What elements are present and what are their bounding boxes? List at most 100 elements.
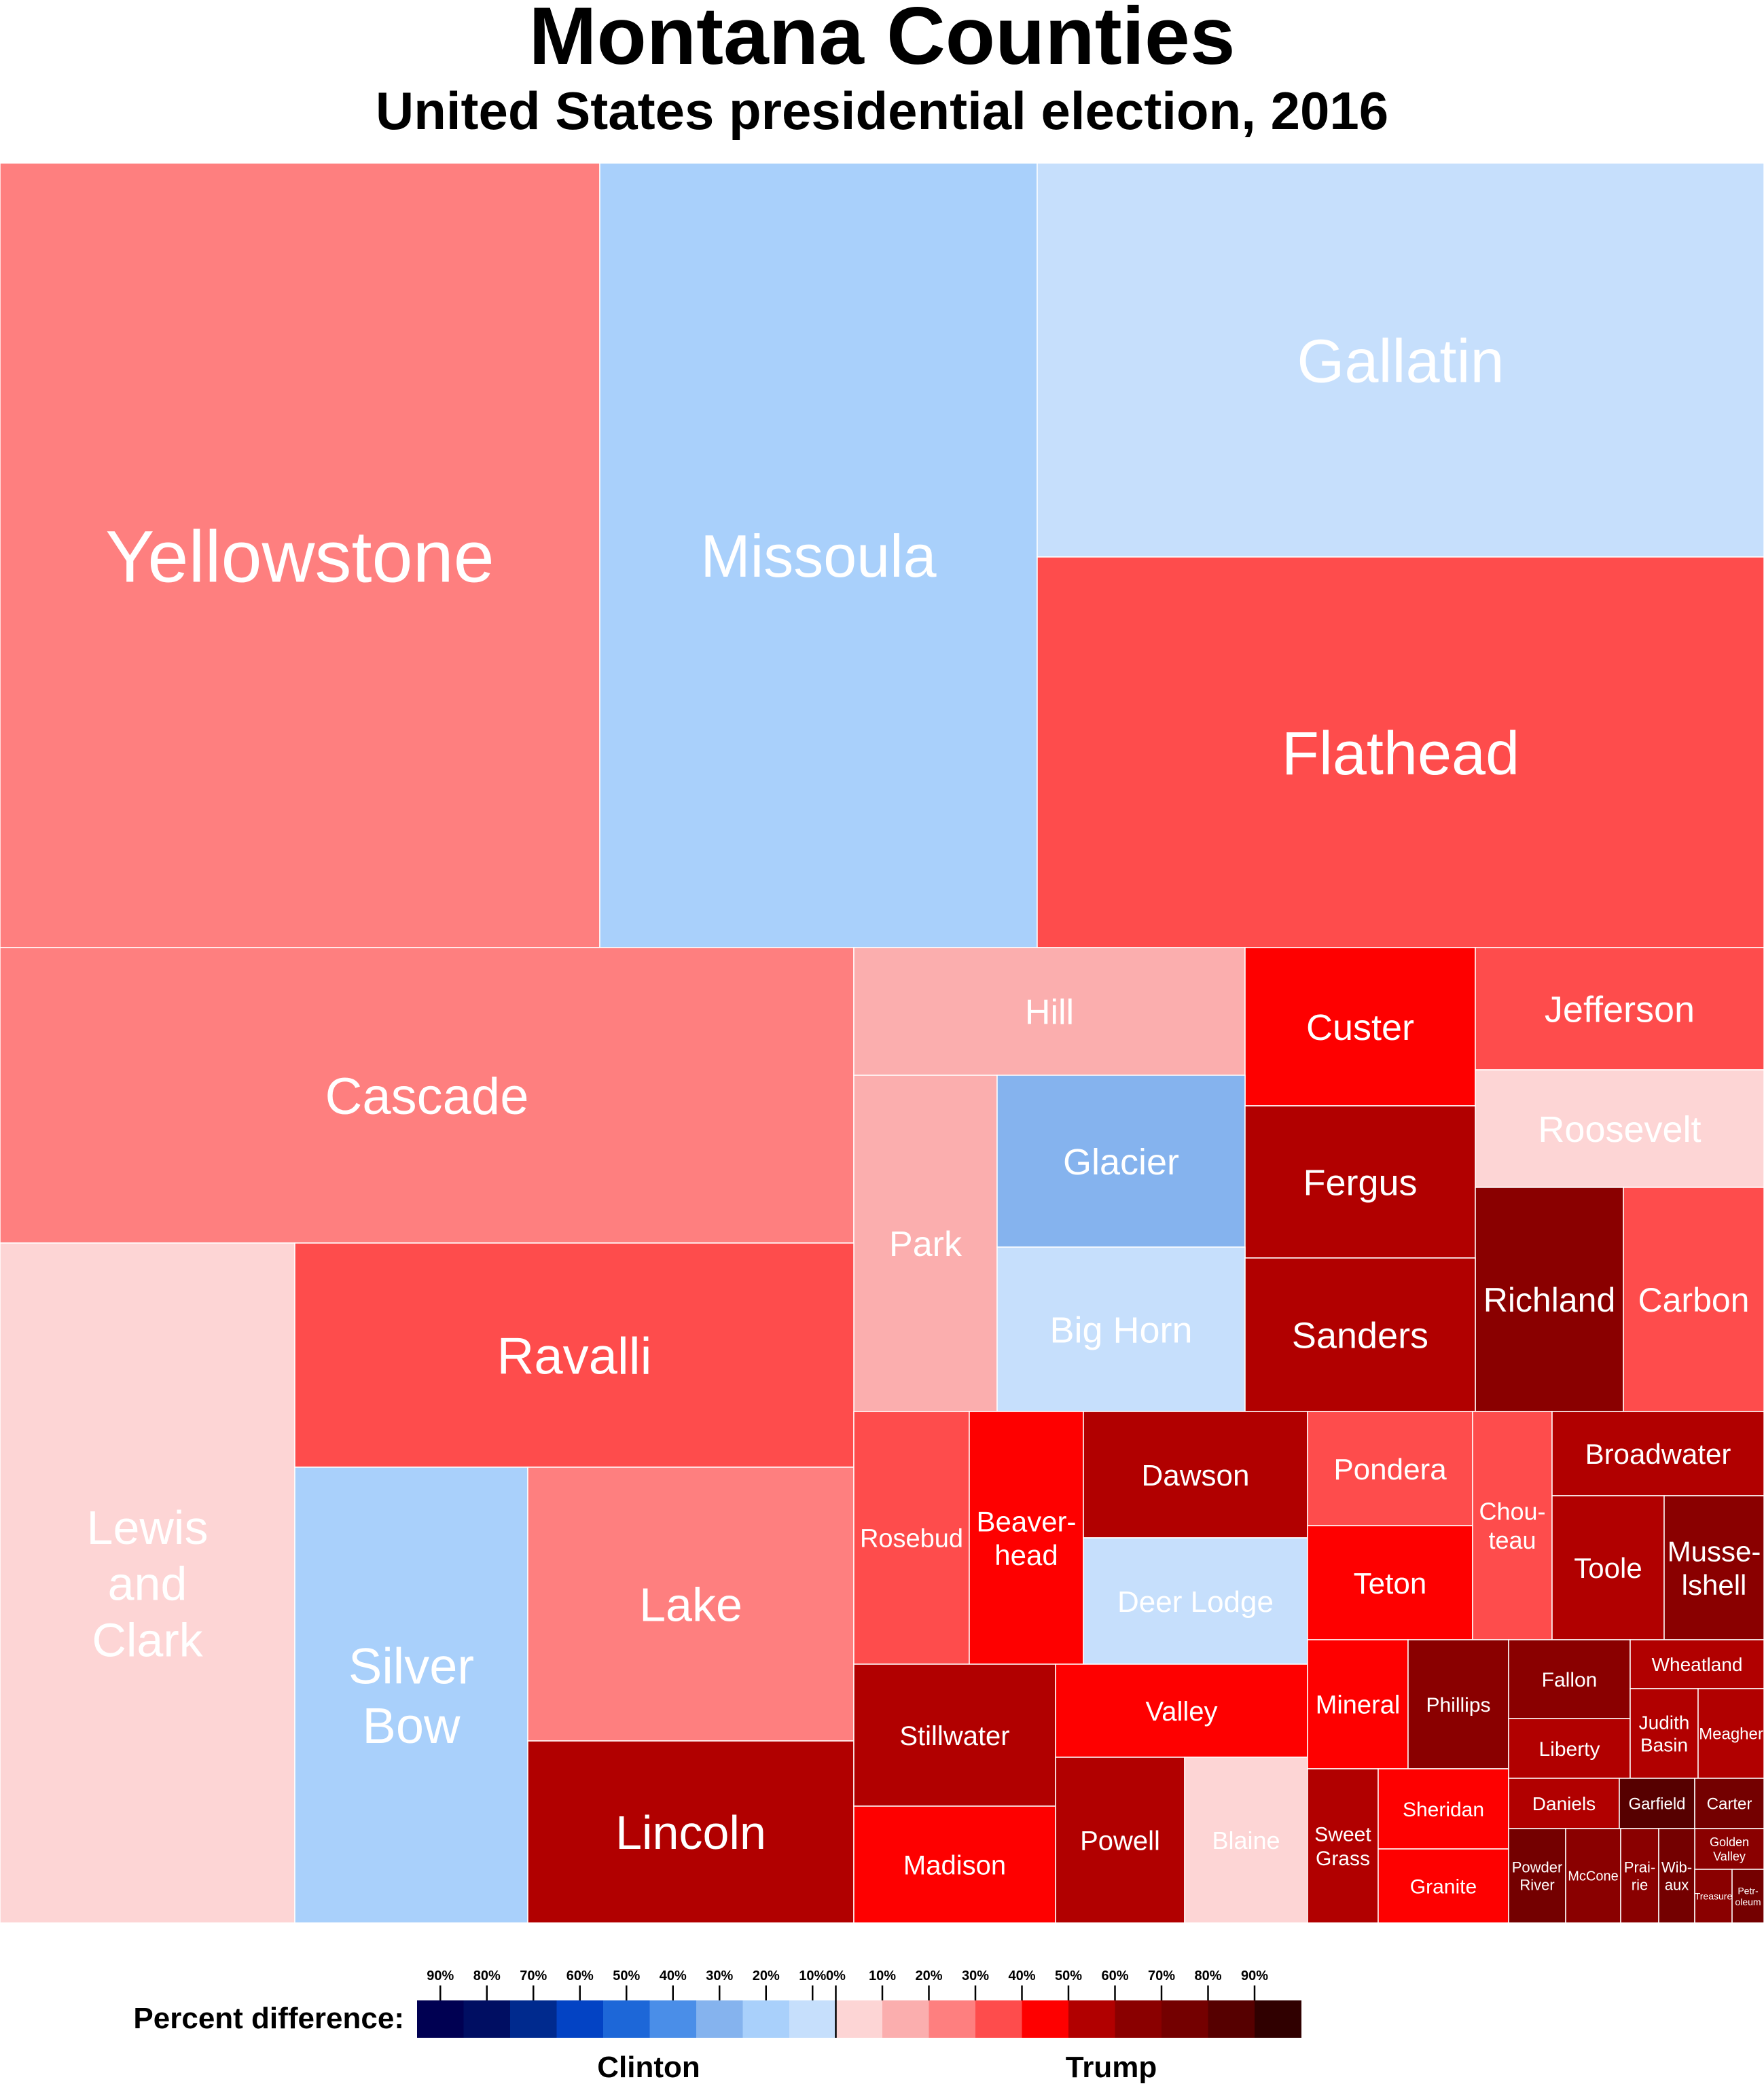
legend-swatch-trump (835, 2000, 883, 2038)
tile-rect-lewis-and-clark (0, 1242, 295, 1924)
tile-label-silver-bow: Silver (348, 1638, 474, 1694)
tile-beaver-head: Beaver-head (969, 1411, 1084, 1665)
tile-rect-park (853, 1075, 998, 1412)
tile-rect-fallon (1508, 1639, 1631, 1719)
tile-meagher: Meagher (1697, 1688, 1764, 1779)
tile-label-wheatland: Wheatland (1652, 1654, 1743, 1675)
tile-carter: Carter (1694, 1778, 1764, 1829)
legend-clinton-label: Clinton (597, 2051, 700, 2084)
tile-rect-petr-oleum (1731, 1869, 1764, 1924)
tile-garfield: Garfield (1619, 1778, 1695, 1829)
legend-tick-label: 90% (427, 1968, 454, 1983)
tile-treasure: Treasure (1694, 1869, 1733, 1924)
tile-label-fergus: Fergus (1303, 1162, 1417, 1203)
legend-swatch-clinton (556, 2000, 604, 2038)
chart-title: Montana Counties (528, 0, 1236, 82)
tile-label-lincoln: Lincoln (615, 1806, 766, 1859)
tile-rect-roosevelt (1475, 1069, 1764, 1188)
tile-label-jefferson: Jefferson (1545, 989, 1695, 1030)
tile-dawson: Dawson (1083, 1411, 1308, 1539)
tile-label-dawson: Dawson (1142, 1459, 1250, 1492)
tile-label-pondera: Pondera (1333, 1453, 1447, 1486)
tile-label-wib-aux: Wib- (1661, 1858, 1692, 1875)
tile-label-lake: Lake (639, 1579, 742, 1632)
tile-label-daniels: Daniels (1532, 1793, 1596, 1814)
tile-fergus: Fergus (1244, 1105, 1476, 1259)
legend-swatch-clinton (742, 2000, 790, 2038)
legend-swatch-clinton (649, 2000, 697, 2038)
legend-tick-label: 10% (869, 1968, 896, 1983)
legend-label: Percent difference: (133, 2002, 404, 2035)
tile-label-hill: Hill (1025, 993, 1074, 1032)
tile-label-park: Park (889, 1225, 962, 1264)
tile-phillips: Phillips (1407, 1639, 1509, 1769)
tile-fallon: Fallon (1508, 1639, 1631, 1719)
tile-rect-carbon (1623, 1187, 1764, 1412)
tile-label-richland: Richland (1483, 1281, 1616, 1319)
tile-label-valley: Valley (1146, 1697, 1218, 1727)
legend-tick-label: 60% (1101, 1968, 1128, 1983)
tile-rect-meagher (1697, 1688, 1764, 1779)
tile-label-golden-valley: Golden (1710, 1835, 1749, 1849)
tile-stillwater: Stillwater (853, 1664, 1056, 1807)
tile-wheatland: Wheatland (1630, 1639, 1764, 1689)
tile-rect-powell (1055, 1757, 1185, 1924)
tile-jefferson: Jefferson (1475, 947, 1764, 1071)
tile-rect-phillips (1407, 1639, 1509, 1769)
legend-tick-label: 30% (706, 1968, 733, 1983)
tile-label-beaver-head: Beaver- (976, 1505, 1076, 1537)
tile-rect-treasure (1694, 1869, 1733, 1924)
tile-yellowstone: Yellowstone (0, 162, 600, 948)
tile-label-golden-valley: Valley (1713, 1850, 1746, 1863)
tile-rect-glacier (996, 1075, 1246, 1248)
tile-rect-ravalli (294, 1242, 854, 1468)
tile-rect-flathead (1037, 556, 1764, 948)
legend-tick-label: 80% (473, 1968, 501, 1983)
tile-madison: Madison (853, 1805, 1056, 1924)
tile-label-wib-aux: aux (1665, 1876, 1689, 1893)
tile-sanders: Sanders (1244, 1257, 1476, 1412)
tile-rect-granite (1378, 1848, 1509, 1924)
tile-missoula: Missoula (599, 162, 1038, 948)
tile-label-garfield: Garfield (1628, 1795, 1685, 1814)
tile-valley: Valley (1055, 1664, 1308, 1758)
tile-park: Park (853, 1075, 998, 1412)
tile-rect-yellowstone (0, 162, 600, 948)
legend-swatch-clinton (417, 2000, 464, 2038)
tile-rect-lake (527, 1467, 854, 1742)
tile-glacier: Glacier (996, 1075, 1246, 1248)
tile-musse-lshell: Musse-lshell (1663, 1495, 1764, 1640)
tile-label-cascade: Cascade (325, 1068, 529, 1126)
tile-big-horn: Big Horn (996, 1246, 1246, 1412)
legend-trump-label: Trump (1066, 2051, 1157, 2084)
tile-label-sweet-grass: Sweet (1314, 1824, 1371, 1846)
legend-tick-label: 20% (915, 1968, 942, 1983)
legend-tick-label: 40% (1008, 1968, 1035, 1983)
tile-roosevelt: Roosevelt (1475, 1069, 1764, 1188)
tile-rect-chou-teau (1472, 1411, 1553, 1640)
tile-label-sanders: Sanders (1292, 1315, 1428, 1356)
tile-label-beaver-head: head (994, 1539, 1058, 1571)
tile-liberty: Liberty (1508, 1718, 1631, 1779)
tile-lake: Lake (527, 1467, 854, 1742)
tile-rect-mineral (1307, 1639, 1409, 1769)
legend-swatch-trump (1115, 2000, 1162, 2038)
legend-swatch-trump (1208, 2000, 1255, 2038)
legend-swatch-trump (1022, 2000, 1069, 2038)
tile-label-missoula: Missoula (700, 522, 936, 590)
tile-label-phillips: Phillips (1426, 1694, 1490, 1716)
tile-label-fallon: Fallon (1542, 1669, 1598, 1691)
tile-label-gallatin: Gallatin (1297, 327, 1504, 395)
tile-rect-broadwater (1551, 1411, 1764, 1496)
tile-label-liberty: Liberty (1538, 1738, 1600, 1761)
legend-swatch-clinton (510, 2000, 557, 2038)
legend-swatch-trump (975, 2000, 1022, 2038)
tile-rect-richland (1475, 1187, 1624, 1412)
legend-swatch-clinton (463, 2000, 511, 2038)
